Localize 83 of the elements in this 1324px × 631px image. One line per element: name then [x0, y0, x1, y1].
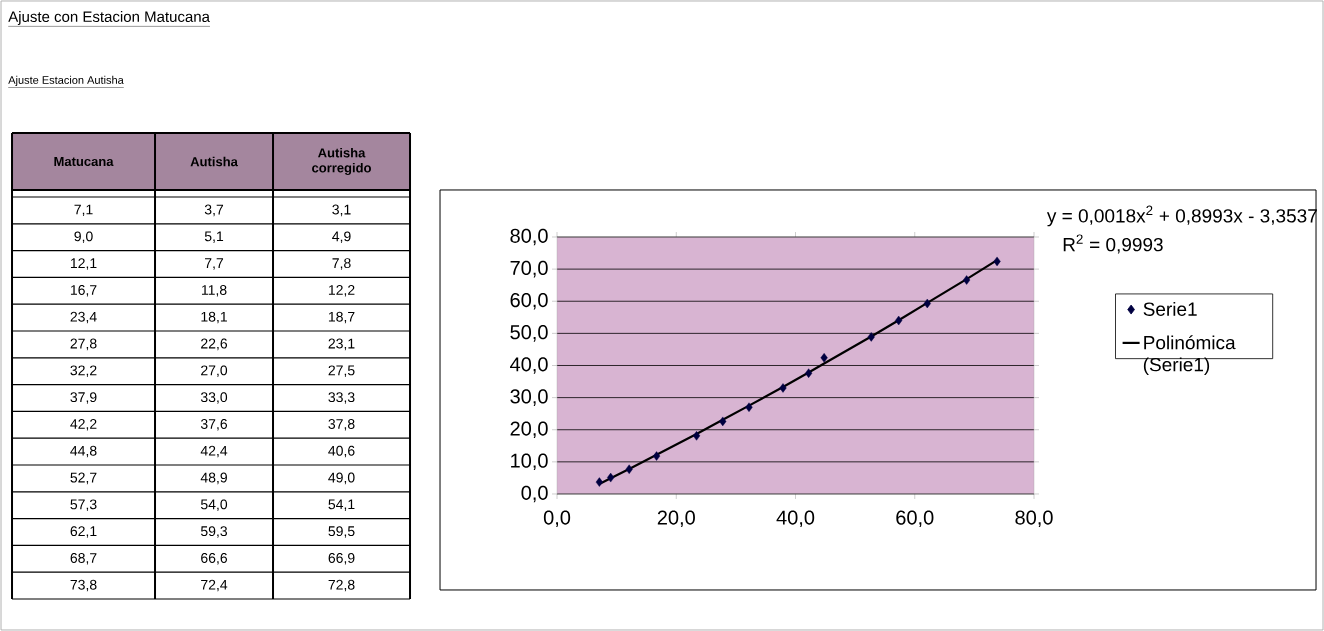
y-tick-label: 70,0 [510, 260, 548, 278]
text: 3,1 [332, 204, 351, 217]
text: 52,7 [70, 472, 97, 485]
text: y = 0,0018x$^{2}$ + 0,8993x - 3,3537 [1046, 205, 1317, 227]
text: 7,1 [74, 204, 93, 217]
text: 3,7 [204, 204, 224, 217]
text: 66,9 [328, 552, 355, 565]
text: Ajuste Estacion Autisha [8, 75, 124, 87]
text: 62,1 [70, 526, 97, 538]
text: 12,2 [328, 284, 355, 297]
category-label: Autisha [190, 156, 238, 167]
text: 54,1 [328, 499, 355, 511]
text: 68,7 [70, 552, 97, 565]
text: 23,4 [70, 311, 97, 324]
y-tick-label: 40,0 [510, 357, 548, 374]
text: 23,1 [328, 338, 355, 351]
y-tick-label: 80,0 [510, 228, 548, 246]
text: 7,7 [205, 258, 224, 270]
text: 5,1 [204, 231, 224, 243]
text: 27,0 [201, 365, 228, 377]
text: 66,6 [201, 552, 228, 565]
point [820, 353, 828, 363]
text: 44,8 [70, 445, 97, 458]
point [895, 315, 903, 326]
text: 59,3 [200, 526, 228, 538]
x-tick-label: 40,0 [776, 510, 815, 528]
text: 37,8 [328, 419, 355, 431]
x-tick-label: 20,0 [657, 510, 695, 528]
text: 49,0 [328, 472, 355, 485]
text: 16,7 [70, 284, 97, 297]
text: 72,4 [201, 579, 228, 592]
text: 27,5 [328, 365, 355, 377]
point [963, 275, 971, 285]
text: 33,3 [328, 392, 355, 404]
text: 57,3 [70, 499, 97, 511]
category-label: Autisha corregido [312, 147, 371, 176]
point [607, 472, 615, 483]
point [993, 256, 1001, 267]
y-tick-label: 30,0 [510, 389, 548, 406]
text: 32,2 [70, 365, 97, 377]
y-tick-label: 10,0 [511, 453, 548, 471]
category-label: Matucana [54, 156, 114, 167]
text: 54,0 [200, 499, 228, 511]
point [719, 416, 727, 427]
point [595, 477, 603, 487]
y-tick-label: 50,0 [510, 325, 548, 342]
text: 11,8 [201, 284, 227, 297]
legend-label: Serie1 [1143, 301, 1197, 316]
text: 27,8 [70, 338, 97, 351]
text: 18,7 [328, 311, 355, 324]
y-tick-label: 20,0 [510, 421, 548, 438]
text: 37,9 [70, 392, 97, 404]
point [923, 298, 931, 309]
point [653, 451, 661, 461]
text: 42,4 [200, 445, 228, 458]
text: 42,2 [70, 419, 97, 431]
text: Ajuste con Estacion Matucana [8, 10, 210, 25]
text: 40,6 [328, 445, 355, 458]
point [745, 402, 753, 412]
point [692, 431, 701, 441]
x-tick-label: 60,0 [896, 510, 934, 528]
text: 37,6 [200, 419, 228, 431]
text: 4,9 [332, 231, 351, 243]
text: R$^{2}$ = 0,9993 [1063, 234, 1163, 254]
x-tick-label: 0,0 [543, 510, 571, 528]
x-tick-label: 80,0 [1015, 510, 1053, 528]
point [779, 383, 787, 393]
text: 22,6 [201, 338, 228, 351]
text: 7,8 [332, 258, 351, 270]
y-tick-label: 0,0 [521, 485, 548, 503]
y-tick-label: 60,0 [510, 292, 548, 310]
point [867, 332, 875, 342]
text: 9,0 [74, 231, 93, 243]
text: 59,5 [328, 526, 355, 538]
legend-label: Polinómica (Serie1) [1143, 335, 1236, 376]
text: 48,9 [200, 472, 227, 485]
text: 72,8 [328, 579, 355, 592]
text: 18,1 [201, 311, 227, 324]
text: 12,1 [70, 258, 97, 270]
point [805, 368, 813, 378]
text: 73,8 [70, 579, 97, 592]
point [625, 464, 633, 474]
text: 33,0 [200, 392, 228, 404]
